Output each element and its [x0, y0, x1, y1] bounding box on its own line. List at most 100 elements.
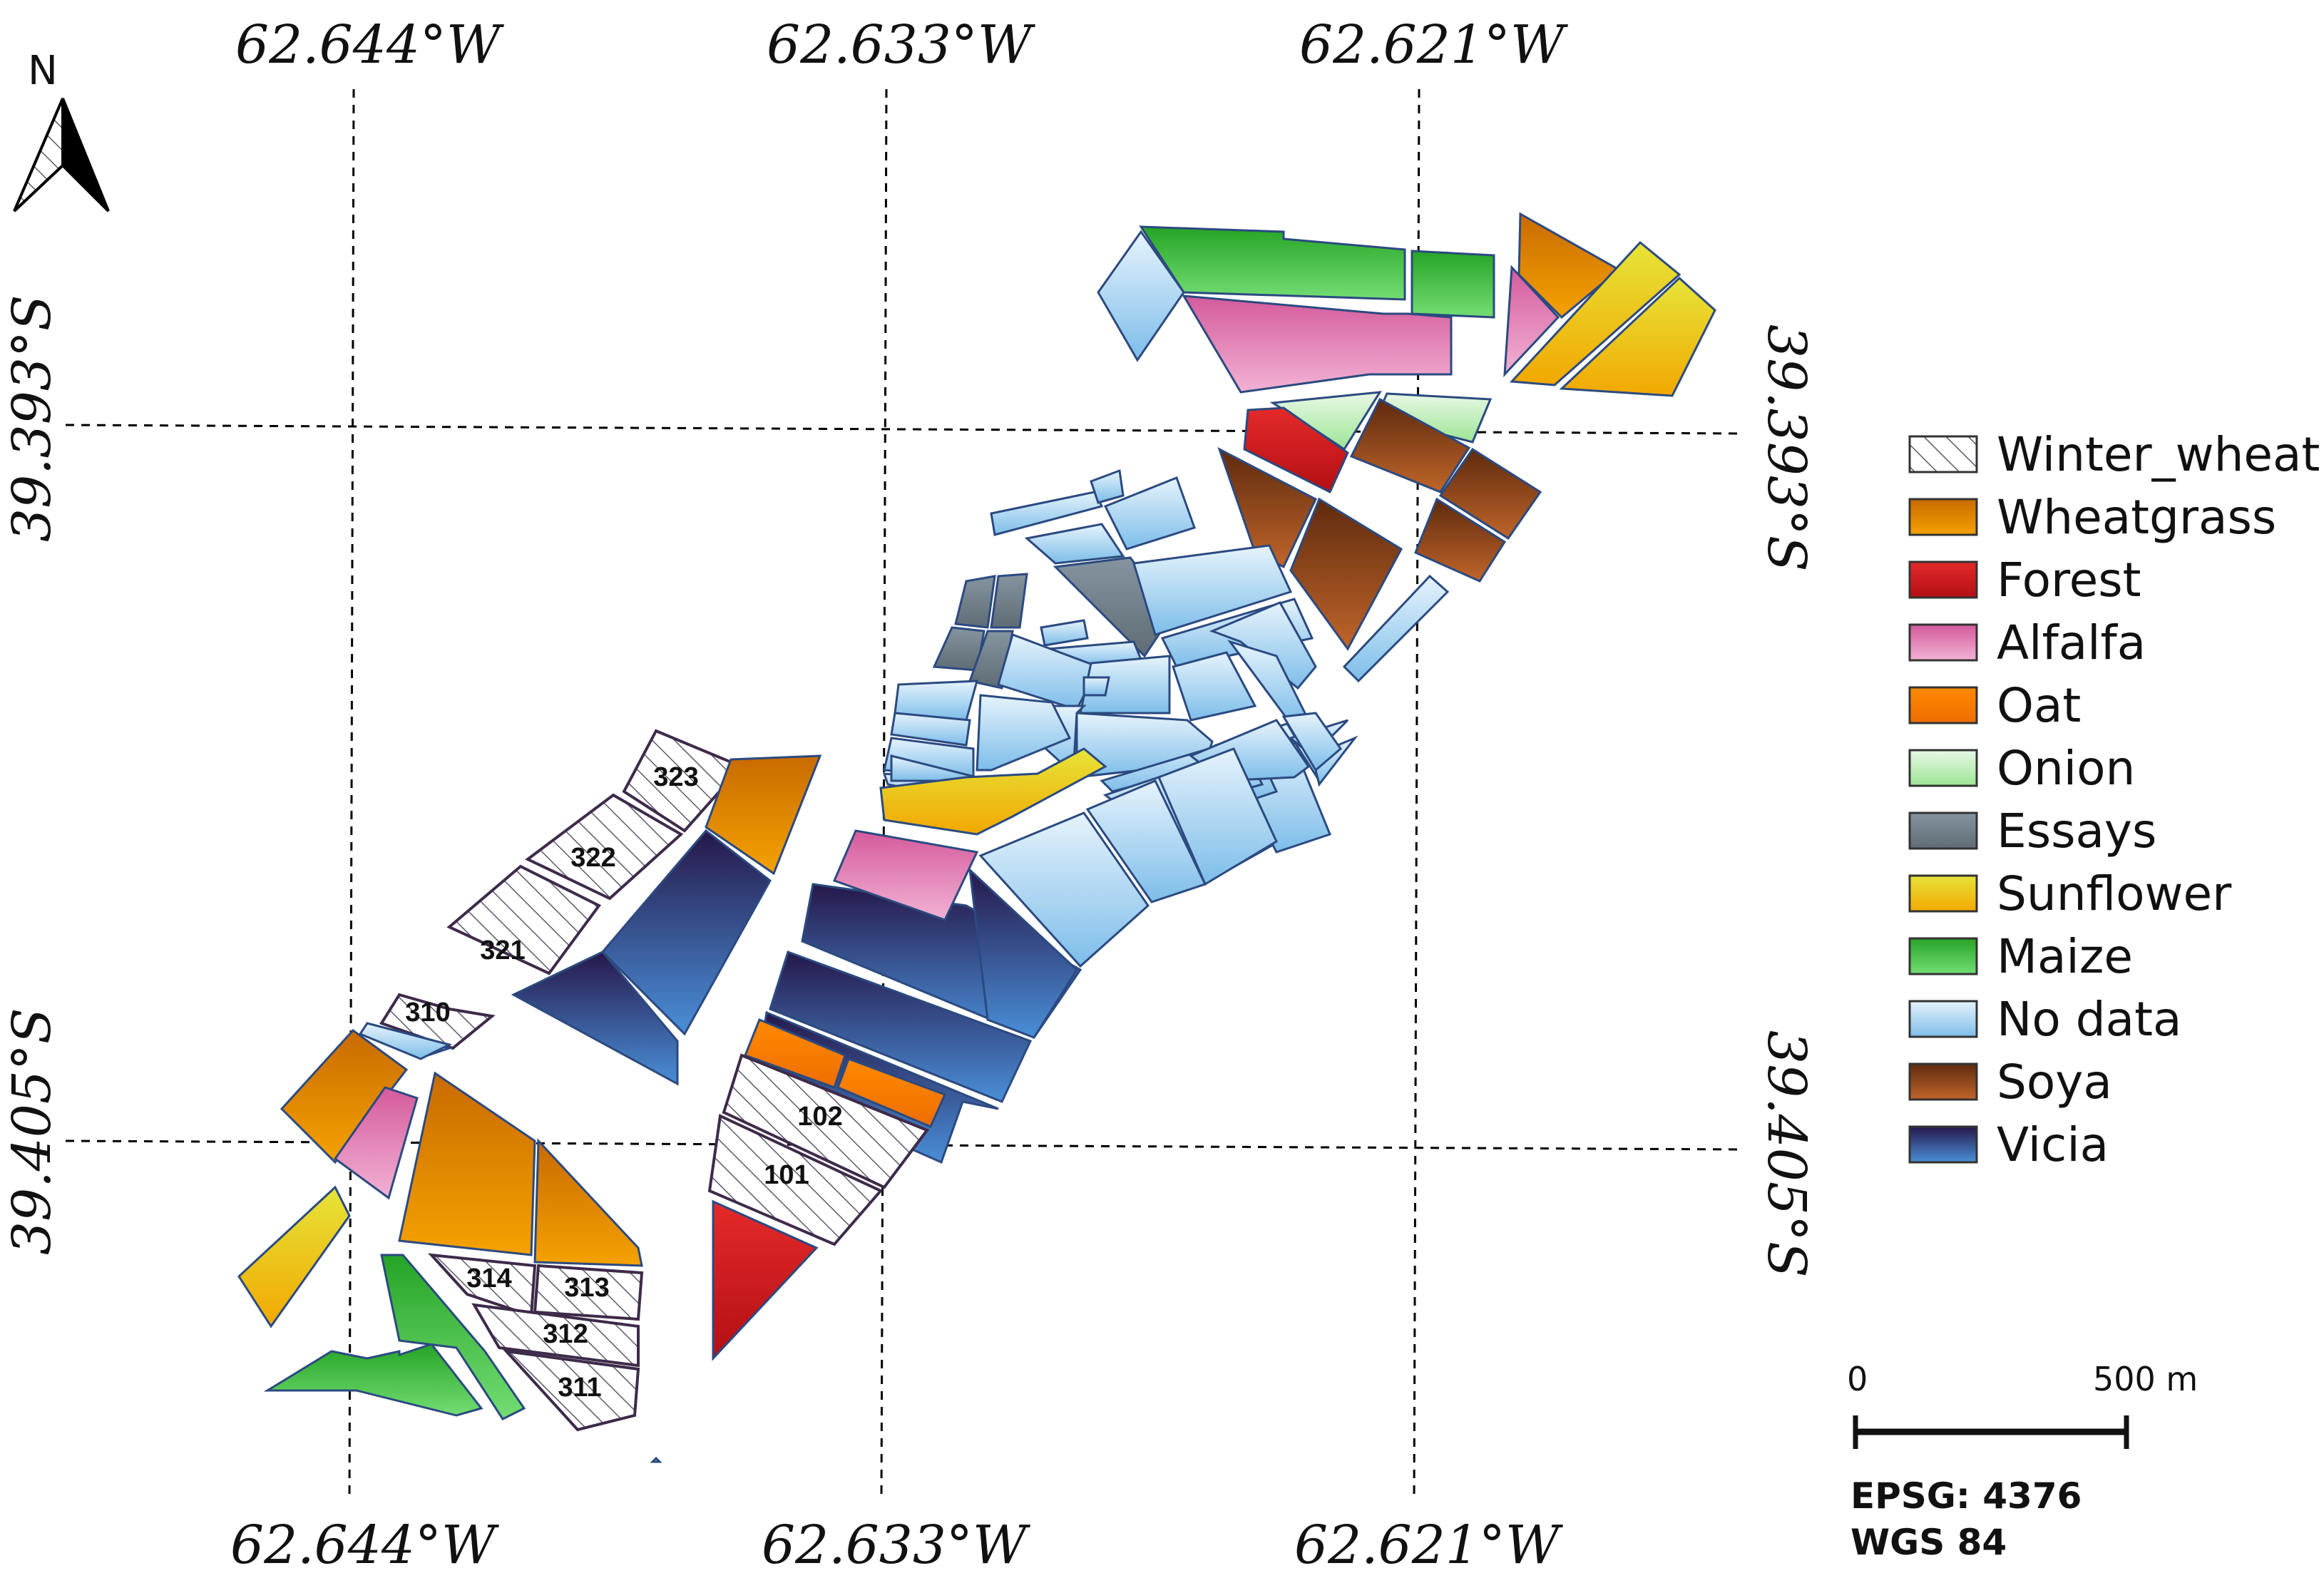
- scale-end-label: 500 m: [2093, 1360, 2198, 1398]
- parcel-nodata: [1024, 523, 1125, 565]
- parcels-northeast: [1097, 212, 1716, 683]
- lat-label-left: 39.393°S: [1, 294, 63, 542]
- lon-label-top: 62.633°W: [767, 14, 1036, 76]
- parcel-nodata: [1281, 712, 1343, 772]
- parcel-winter-wheat-313: [533, 1264, 644, 1321]
- parcel-nodata: [1082, 676, 1110, 697]
- crs-epsg: EPSG: 4376: [1851, 1475, 2082, 1517]
- parcel-essays: [954, 575, 996, 629]
- legend-label: Soya: [1997, 1055, 2112, 1110]
- legend-swatch-vicia: [1908, 1125, 1978, 1164]
- parcel-nodata: [358, 1022, 453, 1060]
- parcel-wheatgrass: [398, 1071, 536, 1256]
- parcel-oat: [744, 1018, 846, 1089]
- parcel-soya: [1349, 397, 1471, 493]
- meridian-line: [348, 88, 355, 1502]
- parcel-maize: [263, 1343, 483, 1417]
- legend-label: Wheatgrass: [1997, 490, 2276, 545]
- parcel-forest: [712, 1199, 819, 1361]
- parcel-nodata: [1209, 601, 1317, 690]
- parcel-vicia: [600, 829, 772, 1036]
- parcel-soya: [1289, 497, 1403, 651]
- parcel-alfalfa: [1182, 294, 1453, 394]
- parcel-wheatgrass: [705, 754, 822, 876]
- legend-label: Vicia: [1997, 1117, 2109, 1172]
- parcel-vicia: [511, 951, 679, 1086]
- crs-info: EPSG: 4376 WGS 84: [1851, 1475, 2082, 1563]
- legend-label: Essays: [1997, 804, 2156, 859]
- parcel-sunflower: [1559, 276, 1716, 397]
- lon-label-top: 62.621°W: [1299, 14, 1569, 76]
- parcel-label: 313: [564, 1273, 609, 1303]
- parcel-maize: [380, 1254, 526, 1420]
- legend-swatch-forest: [1908, 560, 1978, 599]
- parcel-label: 323: [653, 762, 698, 792]
- parcel-soya: [1217, 446, 1317, 569]
- lon-label-bottom: 62.621°W: [1294, 1515, 1564, 1576]
- parcel-maize: [1411, 250, 1495, 319]
- lon-label-bottom: 62.644°W: [230, 1515, 500, 1576]
- legend-label: Maize: [1997, 929, 2133, 984]
- legend-swatch-onion: [1908, 749, 1978, 787]
- parallel-line: [65, 424, 1744, 435]
- lat-label-left: 39.405°S: [1, 1008, 63, 1255]
- legend: Winter_wheat Wheatgrass Forest Alfalfa O…: [1908, 427, 2320, 1172]
- parcel-nodata: [1342, 574, 1450, 683]
- parcel-nodata: [1103, 476, 1196, 550]
- north-arrow-icon: [13, 98, 64, 212]
- legend-swatch-wheatgrass: [1908, 498, 1978, 536]
- parcel-label: 321: [480, 936, 525, 965]
- north-arrow-icon-dark: [61, 98, 110, 212]
- scale-bar: 0 500 m: [1847, 1360, 2198, 1449]
- parcel-wheatgrass: [533, 1138, 643, 1267]
- lat-label-right: 39.393°S: [1756, 324, 1817, 572]
- parcel-wheatgrass: [1517, 212, 1621, 319]
- parcel-labels: 323 322 321 310 102 101 314 313 312 311: [405, 762, 842, 1403]
- parcel-nodata: [1090, 468, 1125, 504]
- legend-label: Forest: [1997, 553, 2141, 608]
- graticule-labels: 62.644°W 62.633°W 62.621°W 62.644°W 62.6…: [1, 14, 1817, 1576]
- parcel-winter-wheat-311: [502, 1349, 640, 1432]
- parcel-nodata: [976, 694, 1072, 772]
- parcel-nodata: [1040, 619, 1089, 647]
- parcel-maize: [1139, 225, 1406, 301]
- legend-swatch-oat: [1908, 686, 1978, 724]
- legend-swatch-soya: [1908, 1062, 1978, 1101]
- north-label: N: [28, 48, 58, 94]
- parcel-vicia: [769, 951, 1033, 1103]
- parcel-nodata: [1132, 544, 1293, 636]
- parcel-oat: [836, 1057, 947, 1128]
- parcel-label: 101: [764, 1160, 809, 1190]
- legend-swatch-winter-wheat: [1908, 435, 1978, 473]
- parcel-nodata: [1157, 747, 1278, 886]
- parcel-nodata: [1172, 651, 1257, 722]
- crs-datum: WGS 84: [1851, 1522, 2007, 1563]
- scale-start-label: 0: [1847, 1360, 1868, 1398]
- parcel-winter-wheat-321: [446, 864, 602, 975]
- parcel-nodata: [1079, 655, 1171, 714]
- parcel-vicia: [968, 867, 1078, 1039]
- parcel-winter-wheat-101: [707, 1114, 884, 1246]
- parcel-label: 322: [570, 843, 615, 873]
- lon-label-top: 62.644°W: [235, 14, 505, 76]
- parcel-winter-wheat-312: [471, 1303, 640, 1368]
- parcel-alfalfa: [333, 1086, 419, 1200]
- legend-label: Winter_wheat: [1997, 427, 2320, 482]
- parcel-winter-wheat-323: [622, 729, 744, 833]
- north-arrow: N: [13, 48, 110, 212]
- parcel-soya: [1438, 447, 1542, 541]
- parcel-sunflower: [1509, 240, 1681, 386]
- parcels-central: [879, 468, 1317, 836]
- parcel-label: 311: [558, 1373, 601, 1403]
- parcel-label: 314: [466, 1264, 511, 1294]
- legend-swatch-alfalfa: [1908, 623, 1978, 662]
- legend-label: Alfalfa: [1997, 615, 2146, 670]
- parcel-winter-wheat-102: [722, 1053, 930, 1189]
- parcel-forest: [1243, 406, 1349, 494]
- legend-swatch-sunflower: [1908, 874, 1978, 913]
- parcel-sunflower: [879, 747, 1107, 836]
- legend-label: Sunflower: [1997, 866, 2232, 921]
- parcel-winter-wheat-310: [379, 993, 496, 1050]
- parcel-sunflower: [237, 1185, 351, 1328]
